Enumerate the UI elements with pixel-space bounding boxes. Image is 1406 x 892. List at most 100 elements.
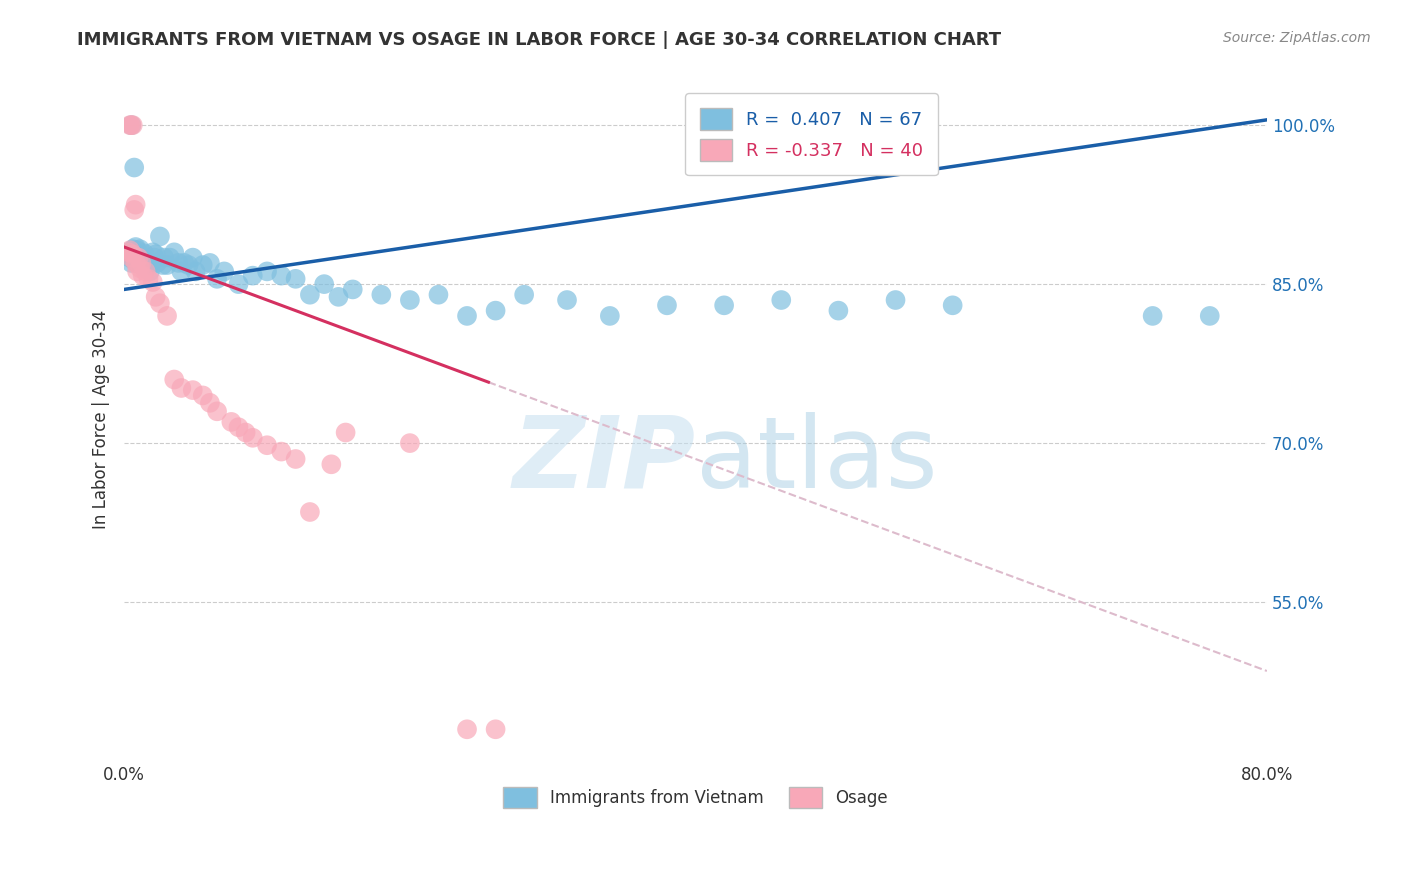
Point: [124, 197, 146, 211]
Point: [298, 287, 321, 301]
Point: [118, 243, 141, 257]
Point: [370, 287, 392, 301]
Point: [191, 258, 214, 272]
Point: [212, 264, 235, 278]
Point: [205, 272, 228, 286]
Point: [145, 290, 167, 304]
Point: [170, 381, 193, 395]
Point: [159, 251, 181, 265]
Point: [120, 256, 142, 270]
Text: Source: ZipAtlas.com: Source: ZipAtlas.com: [1223, 31, 1371, 45]
Point: [235, 425, 257, 440]
Point: [484, 723, 506, 737]
Text: atlas: atlas: [696, 412, 938, 508]
Point: [177, 258, 200, 272]
Point: [121, 247, 143, 261]
Point: [342, 282, 364, 296]
Point: [117, 245, 139, 260]
Point: [1198, 309, 1220, 323]
Point: [145, 247, 167, 261]
Point: [284, 272, 307, 286]
Point: [770, 293, 793, 307]
Point: [321, 458, 343, 472]
Point: [128, 251, 150, 265]
Point: [242, 268, 264, 283]
Point: [132, 268, 155, 283]
Point: [163, 245, 186, 260]
Point: [135, 261, 157, 276]
Point: [228, 420, 250, 434]
Point: [134, 246, 156, 260]
Point: [122, 253, 145, 268]
Point: [555, 293, 578, 307]
Point: [456, 309, 478, 323]
Point: [170, 264, 193, 278]
Point: [125, 243, 148, 257]
Point: [118, 251, 141, 265]
Point: [135, 264, 157, 278]
Point: [713, 298, 735, 312]
Point: [139, 264, 162, 278]
Point: [138, 258, 160, 272]
Point: [122, 202, 145, 217]
Point: [270, 268, 292, 283]
Point: [456, 723, 478, 737]
Point: [242, 431, 264, 445]
Point: [120, 118, 142, 132]
Point: [121, 242, 143, 256]
Point: [128, 247, 150, 261]
Point: [118, 118, 141, 132]
Point: [120, 118, 142, 132]
Text: IMMIGRANTS FROM VIETNAM VS OSAGE IN LABOR FORCE | AGE 30-34 CORRELATION CHART: IMMIGRANTS FROM VIETNAM VS OSAGE IN LABO…: [77, 31, 1001, 49]
Point: [122, 161, 145, 175]
Point: [884, 293, 907, 307]
Point: [131, 251, 153, 265]
Point: [284, 452, 307, 467]
Text: ZIP: ZIP: [513, 412, 696, 508]
Point: [124, 240, 146, 254]
Point: [129, 261, 152, 276]
Y-axis label: In Labor Force | Age 30-34: In Labor Force | Age 30-34: [93, 310, 110, 529]
Point: [163, 372, 186, 386]
Point: [120, 251, 142, 265]
Point: [124, 256, 146, 270]
Point: [484, 303, 506, 318]
Point: [221, 415, 243, 429]
Point: [173, 256, 195, 270]
Point: [142, 245, 165, 260]
Point: [184, 264, 207, 278]
Point: [427, 287, 450, 301]
Point: [256, 264, 278, 278]
Point: [128, 251, 150, 265]
Point: [156, 258, 179, 272]
Point: [513, 287, 536, 301]
Legend: Immigrants from Vietnam, Osage: Immigrants from Vietnam, Osage: [496, 780, 894, 814]
Point: [125, 264, 148, 278]
Point: [138, 272, 160, 286]
Point: [149, 296, 172, 310]
Point: [399, 436, 422, 450]
Point: [121, 118, 143, 132]
Point: [228, 277, 250, 292]
Point: [655, 298, 678, 312]
Point: [198, 256, 221, 270]
Point: [146, 256, 169, 270]
Point: [117, 245, 139, 260]
Point: [143, 251, 166, 265]
Point: [167, 256, 190, 270]
Point: [1142, 309, 1164, 323]
Point: [141, 256, 163, 270]
Point: [153, 251, 176, 265]
Point: [131, 258, 153, 272]
Point: [152, 258, 174, 272]
Point: [136, 256, 159, 270]
Point: [181, 383, 204, 397]
Point: [399, 293, 422, 307]
Point: [256, 438, 278, 452]
Point: [599, 309, 621, 323]
Point: [129, 242, 152, 256]
Point: [314, 277, 336, 292]
Point: [827, 303, 849, 318]
Point: [132, 253, 155, 268]
Point: [942, 298, 965, 312]
